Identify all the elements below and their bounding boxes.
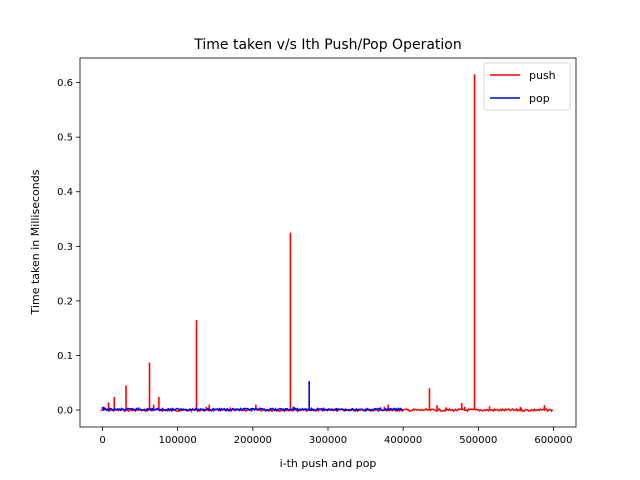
x-axis: 0 100000 200000 300000 400000 500000 600000: [99, 427, 573, 446]
legend-label-push: push: [529, 69, 556, 82]
y-axis-label: Time taken in Milliseconds: [29, 169, 42, 315]
series-push: [99, 74, 554, 413]
chart-title: Time taken v/s Ith Push/Pop Operation: [193, 37, 461, 53]
y-tick-label: 0.3: [57, 242, 73, 253]
y-tick-label: 0.6: [57, 78, 73, 89]
x-tick-label: 200000: [234, 435, 272, 446]
legend-label-pop: pop: [529, 92, 550, 105]
series-pop: [101, 381, 403, 412]
y-tick-label: 0.0: [57, 406, 73, 417]
x-tick-label: 500000: [459, 435, 497, 446]
y-tick-label: 0.4: [57, 187, 73, 198]
legend-box: [483, 62, 571, 111]
y-tick-label: 0.2: [57, 296, 73, 307]
x-tick-label: 0: [99, 435, 105, 446]
x-axis-label: i-th push and pop: [280, 457, 377, 470]
pop-baseline-line: [101, 406, 403, 412]
series-layer: [99, 74, 554, 413]
x-tick-label: 600000: [534, 435, 572, 446]
y-tick-label: 0.5: [57, 133, 73, 144]
x-tick-label: 300000: [309, 435, 347, 446]
legend: push pop: [483, 62, 571, 111]
y-tick-label: 0.1: [57, 351, 73, 362]
x-tick-label: 400000: [384, 435, 422, 446]
y-axis: 0.0 0.1 0.2 0.3 0.4 0.5 0.6: [57, 78, 80, 417]
x-tick-label: 100000: [159, 435, 197, 446]
